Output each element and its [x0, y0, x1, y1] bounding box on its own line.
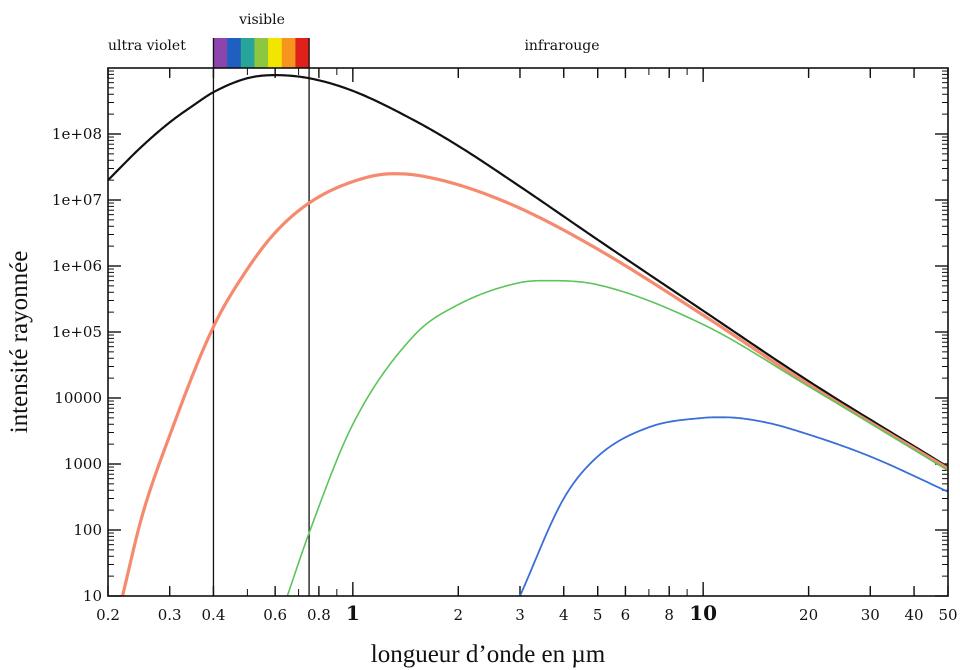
- x-tick-label: 6: [621, 606, 631, 624]
- x-tick-label: 3: [515, 606, 525, 624]
- x-tick-label: 5: [593, 606, 603, 624]
- spectrum-color-5: [268, 38, 283, 68]
- spectrum-color-6: [281, 38, 296, 68]
- curves: [107, 74, 949, 597]
- x-axis-title: longueur d’onde en µm: [371, 641, 606, 668]
- x-tick-label: 0.6: [263, 606, 287, 624]
- band-label-visible: visible: [238, 12, 285, 28]
- x-tick-label: 20: [799, 606, 818, 624]
- y-tick-label: 1e+06: [52, 257, 102, 275]
- x-tick-label: 8: [664, 606, 674, 624]
- x-tick-label: 50: [938, 606, 957, 624]
- y-tick-label: 1e+08: [52, 125, 102, 143]
- x-tick-label: 40: [905, 606, 924, 624]
- x-tick-label: 0.4: [202, 606, 226, 624]
- series-line-4: [519, 416, 949, 597]
- plot-frame: [107, 67, 949, 597]
- visible-spectrum-strip: [213, 38, 310, 68]
- y-tick-label: 1e+05: [52, 323, 102, 341]
- spectrum-color-7: [295, 38, 310, 68]
- series-line-2: [120, 172, 949, 597]
- y-tick-label: 10: [83, 587, 102, 605]
- series-line-1: [107, 74, 949, 468]
- y-axis-title: intensité rayonnée: [6, 251, 33, 434]
- y-tick-label: 1000: [64, 455, 102, 473]
- x-tick-label: 0.8: [307, 606, 331, 624]
- x-tick-label: 2: [454, 606, 464, 624]
- x-tick-label: 1: [346, 601, 360, 625]
- y-tick-label: 1e+07: [52, 191, 102, 209]
- spectrum-color-3: [240, 38, 255, 68]
- x-tick-label: 0.2: [96, 606, 120, 624]
- band-label-infrared: infrarouge: [524, 38, 599, 54]
- band-labels: ultra violet visible infrarouge: [108, 12, 600, 54]
- x-tick-label: 0.3: [158, 606, 182, 624]
- y-tick-labels: 10 100 1000 10000 1e+05 1e+06 1e+07 1e+08: [52, 125, 102, 605]
- spectrum-color-1: [213, 38, 228, 68]
- x-tick-label: 30: [861, 606, 880, 624]
- y-minor-ticks: [108, 70, 948, 577]
- band-label-uv: ultra violet: [108, 38, 186, 54]
- y-tick-label: 10000: [54, 389, 102, 407]
- x-tick-label: 4: [559, 606, 569, 624]
- series-line-3: [286, 279, 949, 597]
- spectrum-color-4: [254, 38, 269, 68]
- x-tick-label: 10: [689, 601, 717, 625]
- spectrum-color-2: [227, 38, 242, 68]
- visible-boundary-lines: [212, 38, 310, 596]
- y-tick-label: 100: [73, 521, 102, 539]
- x-tick-labels: 0.2 0.3 0.4 0.6 0.8 1 2 3 4 5 6 8 10 20 30 40 50: [96, 601, 957, 625]
